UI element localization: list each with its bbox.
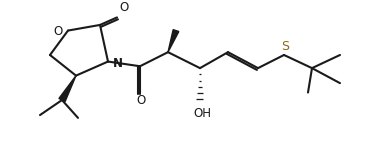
Text: N: N (113, 57, 123, 70)
Text: O: O (119, 1, 128, 14)
Text: O: O (54, 25, 63, 38)
Text: S: S (281, 40, 289, 53)
Text: O: O (137, 94, 146, 107)
Polygon shape (168, 30, 179, 52)
Polygon shape (59, 76, 76, 102)
Text: OH: OH (193, 107, 211, 120)
